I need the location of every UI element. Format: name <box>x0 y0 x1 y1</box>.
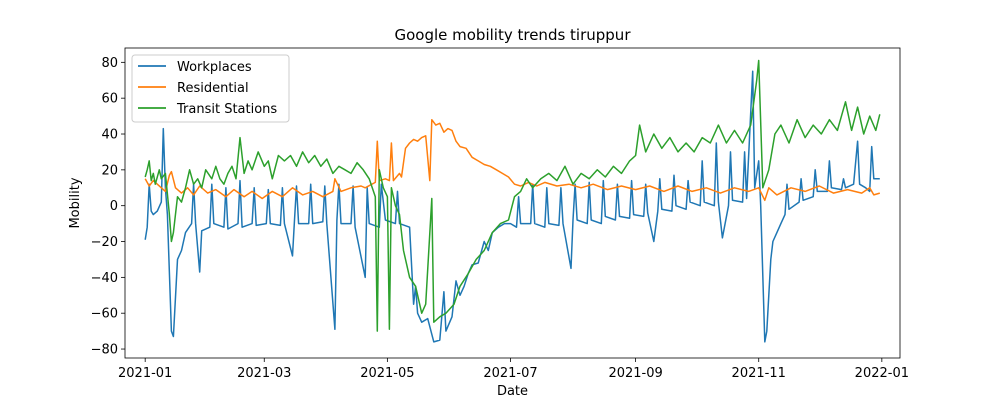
series-line-transit-stations <box>144 59 881 332</box>
legend-entry: Workplaces <box>177 60 252 75</box>
y-tick-label: 40 <box>101 128 118 143</box>
x-tick-label: 2021-05 <box>360 366 414 381</box>
x-tick-label: 2021-09 <box>608 366 662 381</box>
y-tick-label: 80 <box>101 56 118 71</box>
chart-title: Google mobility trends tiruppur <box>394 26 631 44</box>
y-tick-label: −40 <box>91 271 118 286</box>
x-tick-label: 2021-03 <box>237 366 291 381</box>
legend: Workplaces Residential Transit Stations <box>131 54 290 123</box>
y-tick-label: 20 <box>101 163 118 178</box>
y-tick-label: 0 <box>110 199 118 214</box>
axes-layer: 2021-01 2021-03 2021-05 2021-07 2021-09 2021-… <box>91 47 909 381</box>
y-tick-label: −60 <box>91 307 118 322</box>
y-tick-label: −80 <box>91 343 118 358</box>
plot-frame <box>124 47 901 359</box>
legend-entry: Residential <box>177 81 249 96</box>
x-tick-label: 2021-01 <box>118 366 172 381</box>
series-line-residential <box>144 118 881 202</box>
x-tick-label: 2021-07 <box>483 366 537 381</box>
y-tick-label: −20 <box>91 235 118 250</box>
x-axis-label: Date <box>497 384 528 399</box>
legend-entry: Transit Stations <box>176 102 277 117</box>
x-tick-label: 2021-11 <box>732 366 786 381</box>
series-layer <box>144 59 881 343</box>
y-tick-label: 60 <box>101 92 118 107</box>
legend-box <box>131 54 290 123</box>
x-tick-label: 2022-01 <box>855 366 909 381</box>
y-axis-label: Mobility <box>68 177 83 228</box>
series-line-workplaces <box>144 70 880 343</box>
